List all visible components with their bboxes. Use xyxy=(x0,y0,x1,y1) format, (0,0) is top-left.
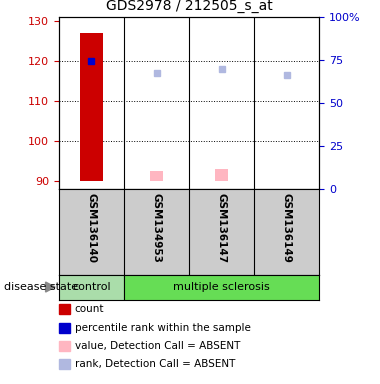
Text: control: control xyxy=(72,282,111,292)
Polygon shape xyxy=(46,282,55,292)
Bar xyxy=(80,33,103,181)
Text: percentile rank within the sample: percentile rank within the sample xyxy=(75,323,251,333)
Text: GSM136149: GSM136149 xyxy=(282,193,292,263)
Text: rank, Detection Call = ABSENT: rank, Detection Call = ABSENT xyxy=(75,359,235,369)
Text: value, Detection Call = ABSENT: value, Detection Call = ABSENT xyxy=(75,341,240,351)
Text: disease state: disease state xyxy=(4,282,78,292)
Text: GSM136140: GSM136140 xyxy=(86,193,97,263)
Text: GSM136147: GSM136147 xyxy=(217,193,226,263)
Bar xyxy=(124,275,319,300)
Text: count: count xyxy=(75,304,104,314)
Bar xyxy=(59,275,124,300)
Title: GDS2978 / 212505_s_at: GDS2978 / 212505_s_at xyxy=(106,0,272,13)
Bar xyxy=(150,171,163,181)
Text: multiple sclerosis: multiple sclerosis xyxy=(173,282,270,292)
Bar xyxy=(215,169,228,181)
Text: GSM134953: GSM134953 xyxy=(152,193,162,263)
